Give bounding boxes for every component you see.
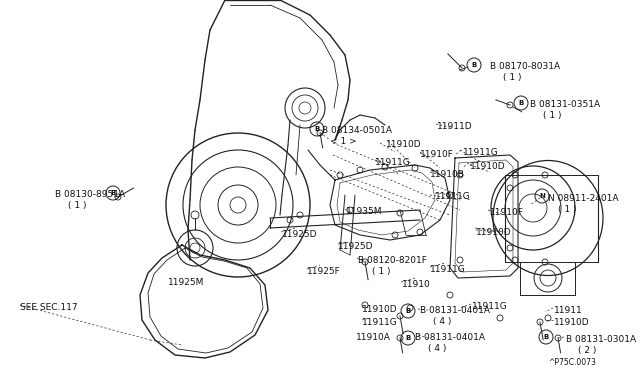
Text: B: B [543, 334, 548, 340]
Text: 11911G: 11911G [435, 192, 471, 201]
Text: 11910D: 11910D [476, 228, 511, 237]
Text: B: B [110, 190, 116, 196]
Text: 11911: 11911 [554, 306, 583, 315]
Text: 11910D: 11910D [554, 318, 589, 327]
Text: ( 2 ): ( 2 ) [578, 346, 596, 355]
Text: B 08131-0401A: B 08131-0401A [420, 306, 490, 315]
Text: B 08131-0401A: B 08131-0401A [415, 333, 485, 342]
Text: B 08131-0351A: B 08131-0351A [530, 100, 600, 109]
Text: B: B [405, 308, 411, 314]
Text: ( 1 ): ( 1 ) [68, 201, 86, 210]
Text: B 08134-0501A: B 08134-0501A [322, 126, 392, 135]
Text: 11910F: 11910F [420, 150, 454, 159]
Text: ( 4 ): ( 4 ) [428, 344, 446, 353]
Text: 11925D: 11925D [282, 230, 317, 239]
Text: ^P75C.0073: ^P75C.0073 [548, 358, 596, 367]
Text: 11911G: 11911G [362, 318, 397, 327]
Text: 11925D: 11925D [338, 242, 374, 251]
Text: 11910D: 11910D [386, 140, 422, 149]
Text: B: B [314, 126, 319, 132]
Text: 11910F: 11910F [490, 208, 524, 217]
Text: B 08170-8031A: B 08170-8031A [490, 62, 560, 71]
Text: 11925F: 11925F [307, 267, 340, 276]
Text: B 08131-0301A: B 08131-0301A [566, 335, 636, 344]
Text: 11935M: 11935M [346, 207, 383, 216]
Text: ( 4 ): ( 4 ) [433, 317, 451, 326]
Text: 11910D: 11910D [362, 305, 397, 314]
Text: < 1 >: < 1 > [330, 137, 356, 146]
Text: 11910B: 11910B [430, 170, 465, 179]
Text: 11925M: 11925M [168, 278, 204, 287]
Text: 11911G: 11911G [463, 148, 499, 157]
Text: N 08911-2401A: N 08911-2401A [548, 194, 618, 203]
Text: 11910A: 11910A [356, 333, 391, 342]
Text: 11911G: 11911G [375, 158, 411, 167]
Text: 11910D: 11910D [470, 162, 506, 171]
Text: ( 1 ): ( 1 ) [558, 205, 577, 214]
Text: N: N [539, 193, 545, 199]
Text: B: B [405, 335, 411, 341]
Text: ( 1 ): ( 1 ) [503, 73, 522, 82]
Text: ( 1 ): ( 1 ) [543, 111, 561, 120]
Text: B: B [472, 62, 477, 68]
Text: B: B [518, 100, 524, 106]
Text: SEE SEC.117: SEE SEC.117 [20, 303, 77, 312]
Text: B 08130-8951A: B 08130-8951A [55, 190, 125, 199]
Text: 11911G: 11911G [430, 265, 466, 274]
Text: B 08120-8201F: B 08120-8201F [358, 256, 427, 265]
Text: 11911G: 11911G [472, 302, 508, 311]
Text: 11911D: 11911D [437, 122, 472, 131]
Text: 11910: 11910 [402, 280, 431, 289]
Text: ( 1 ): ( 1 ) [372, 267, 390, 276]
